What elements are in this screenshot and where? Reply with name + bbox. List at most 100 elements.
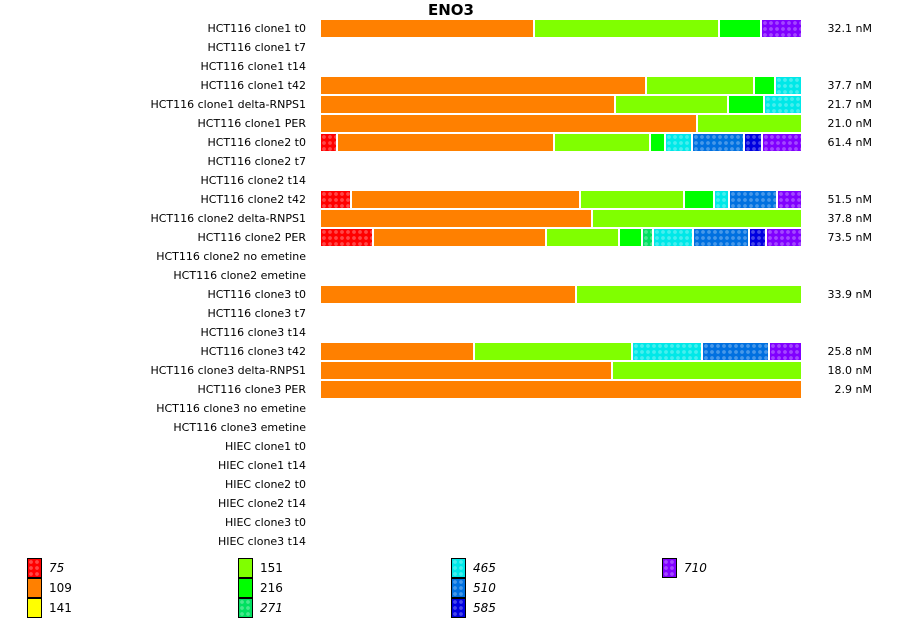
row-total-label: 37.8 nM [827, 212, 872, 225]
bar-segment-109 [374, 229, 545, 246]
bar-segment-109 [338, 134, 553, 151]
chart-row: HCT116 clone3 no emetine [0, 399, 900, 418]
bar-segment-465 [715, 191, 728, 208]
chart-row: HIEC clone1 t14 [0, 456, 900, 475]
bar-segment-151 [555, 134, 649, 151]
row-total-label: 21.0 nM [827, 117, 872, 130]
bar-segment-465 [776, 77, 801, 94]
row-label: HCT116 clone3 t14 [200, 326, 306, 339]
legend-label: 465 [473, 561, 496, 575]
row-total-label: 18.0 nM [827, 364, 872, 377]
bar-segment-109 [321, 286, 575, 303]
chart-row: HCT116 clone3 PER 2.9 nM [0, 380, 900, 399]
row-label: HCT116 clone1 delta-RNPS1 [150, 98, 306, 111]
chart-row: HCT116 clone1 delta-RNPS1 21.7 nM [0, 95, 900, 114]
row-total-label: 2.9 nM [834, 383, 872, 396]
chart-row: HCT116 clone3 delta-RNPS1 18.0 nM [0, 361, 900, 380]
chart-row: HCT116 clone1 t0 32.1 nM [0, 19, 900, 38]
stacked-bar [321, 96, 801, 113]
bar-segment-710 [763, 134, 801, 151]
bar-segment-465 [666, 134, 691, 151]
chart-row: HCT116 clone3 t42 25.8 nM [0, 342, 900, 361]
legend-swatch [451, 578, 466, 598]
stacked-bar [321, 210, 801, 227]
legend-label: 216 [260, 581, 283, 595]
stacked-bar [321, 77, 801, 94]
legend-swatch [451, 558, 466, 578]
row-label: HIEC clone2 t14 [217, 497, 306, 510]
row-label: HCT116 clone2 t42 [200, 193, 306, 206]
chart-row: HIEC clone3 t14 [0, 532, 900, 551]
legend-swatch [238, 598, 253, 618]
chart-row: HCT116 clone1 t7 [0, 38, 900, 57]
legend-swatch [662, 558, 677, 578]
bar-segment-109 [321, 115, 696, 132]
row-total-label: 21.7 nM [827, 98, 872, 111]
chart-row: HCT116 clone3 emetine [0, 418, 900, 437]
row-total-label: 51.5 nM [827, 193, 872, 206]
chart-row: HCT116 clone1 t14 [0, 57, 900, 76]
row-total-label: 61.4 nM [827, 136, 872, 149]
bar-segment-216 [729, 96, 763, 113]
chart-row: HCT116 clone2 no emetine [0, 247, 900, 266]
chart-row: HCT116 clone3 t14 [0, 323, 900, 342]
bar-segment-109 [321, 343, 473, 360]
bar-segment-510 [694, 229, 748, 246]
chart-row: HCT116 clone2 t7 [0, 152, 900, 171]
bar-segment-151 [475, 343, 631, 360]
legend-swatch [27, 558, 42, 578]
stacked-bar [321, 191, 801, 208]
bar-segment-109 [321, 210, 591, 227]
row-label: HCT116 clone1 t7 [207, 41, 306, 54]
row-label: HCT116 clone2 t7 [207, 155, 306, 168]
legend-swatch [238, 558, 253, 578]
bar-segment-109 [321, 20, 533, 37]
bar-segment-585 [750, 229, 765, 246]
chart-title: ENO3 [428, 1, 474, 19]
bar-segment-710 [770, 343, 801, 360]
bar-segment-151 [535, 20, 718, 37]
legend-label: 109 [49, 581, 72, 595]
row-label: HIEC clone1 t14 [217, 459, 306, 472]
row-total-label: 25.8 nM [827, 345, 872, 358]
bar-segment-151 [698, 115, 801, 132]
legend-swatch [238, 578, 253, 598]
row-label: HCT116 clone2 no emetine [156, 250, 306, 263]
row-label: HCT116 clone3 PER [197, 383, 306, 396]
bar-segment-710 [767, 229, 801, 246]
chart-row: HCT116 clone2 t42 51.5 nM [0, 190, 900, 209]
bar-segment-216 [685, 191, 713, 208]
row-label: HCT116 clone2 t0 [207, 136, 306, 149]
row-total-label: 32.1 nM [827, 22, 872, 35]
bar-segment-75 [321, 191, 350, 208]
bar-segment-510 [703, 343, 768, 360]
bar-segment-510 [730, 191, 776, 208]
bar-segment-151 [581, 191, 683, 208]
bar-segment-151 [616, 96, 727, 113]
bar-segment-109 [321, 96, 614, 113]
row-total-label: 37.7 nM [827, 79, 872, 92]
bar-segment-75 [321, 229, 372, 246]
bar-segment-151 [547, 229, 618, 246]
bar-segment-510 [693, 134, 743, 151]
bar-segment-109 [352, 191, 579, 208]
chart-row: HIEC clone3 t0 [0, 513, 900, 532]
bar-segment-710 [778, 191, 801, 208]
bar-segment-151 [593, 210, 801, 227]
chart-row: HCT116 clone2 t14 [0, 171, 900, 190]
bar-segment-216 [755, 77, 774, 94]
chart-row: HCT116 clone1 PER 21.0 nM [0, 114, 900, 133]
row-label: HIEC clone3 t14 [217, 535, 306, 548]
legend: 75 109 141 151 216 271 465 510 585 710 [0, 558, 900, 622]
chart-row: HIEC clone2 t14 [0, 494, 900, 513]
row-label: HCT116 clone1 t0 [207, 22, 306, 35]
chart-row: HCT116 clone1 t42 37.7 nM [0, 76, 900, 95]
stacked-bar [321, 286, 801, 303]
bar-segment-151 [647, 77, 753, 94]
chart-row: HIEC clone1 t0 [0, 437, 900, 456]
bar-segment-465 [633, 343, 701, 360]
legend-label: 75 [49, 561, 65, 575]
legend-label: 510 [473, 581, 496, 595]
row-label: HCT116 clone3 emetine [173, 421, 306, 434]
row-label: HCT116 clone1 t42 [200, 79, 306, 92]
